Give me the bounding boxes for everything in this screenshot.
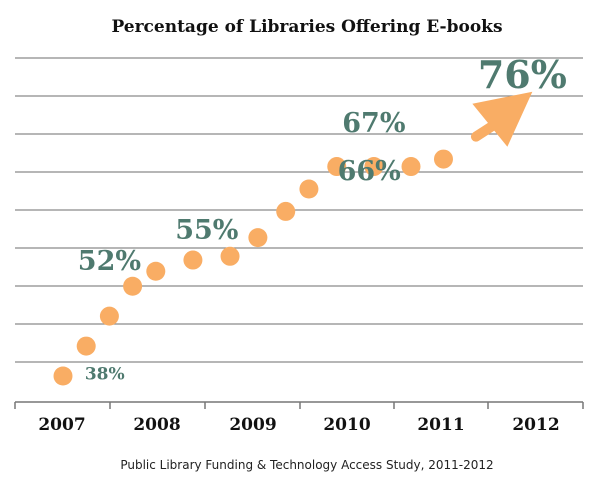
data-point-8: [276, 201, 296, 221]
x-tick-label-2011: 2011: [417, 415, 464, 435]
annotation-67pct: 67%: [342, 108, 405, 139]
x-tick-label-2012: 2012: [512, 415, 559, 435]
chart-title: Percentage of Libraries Offering E-books: [111, 17, 502, 37]
annotation-66pct: 66%: [338, 156, 401, 187]
x-tick-label-2008: 2008: [133, 415, 180, 435]
x-tick-label-2009: 2009: [229, 415, 276, 435]
data-point-12: [401, 157, 421, 177]
data-point-11: [364, 157, 384, 177]
source-note: Public Library Funding & Technology Acce…: [120, 458, 493, 472]
data-points: [53, 149, 453, 386]
annotations: 38% 52% 55% 66% 67% 76%: [78, 52, 567, 385]
data-point-4: [146, 261, 166, 281]
arrow-head: [472, 91, 533, 147]
data-point-5: [183, 250, 203, 270]
x-tick-labels: 2007 2008 2009 2010 2011 2012: [38, 415, 559, 435]
trend-arrow: [470, 91, 533, 147]
data-point-3: [123, 276, 143, 296]
data-point-6: [220, 246, 240, 266]
x-axis: [14, 401, 584, 409]
data-point-10: [327, 157, 347, 177]
gridlines: [15, 57, 583, 363]
data-point-0: [53, 366, 73, 386]
annotation-55pct: 55%: [175, 215, 238, 246]
data-point-13: [433, 149, 453, 169]
annotation-76pct: 76%: [478, 52, 567, 97]
annotation-52pct: 52%: [78, 246, 141, 277]
annotation-38pct: 38%: [85, 365, 125, 385]
data-point-1: [76, 336, 96, 356]
data-point-7: [248, 228, 268, 248]
x-tick-label-2007: 2007: [38, 415, 85, 435]
x-tick-label-2010: 2010: [323, 415, 370, 435]
data-point-2: [99, 306, 119, 326]
data-point-9: [299, 179, 319, 199]
